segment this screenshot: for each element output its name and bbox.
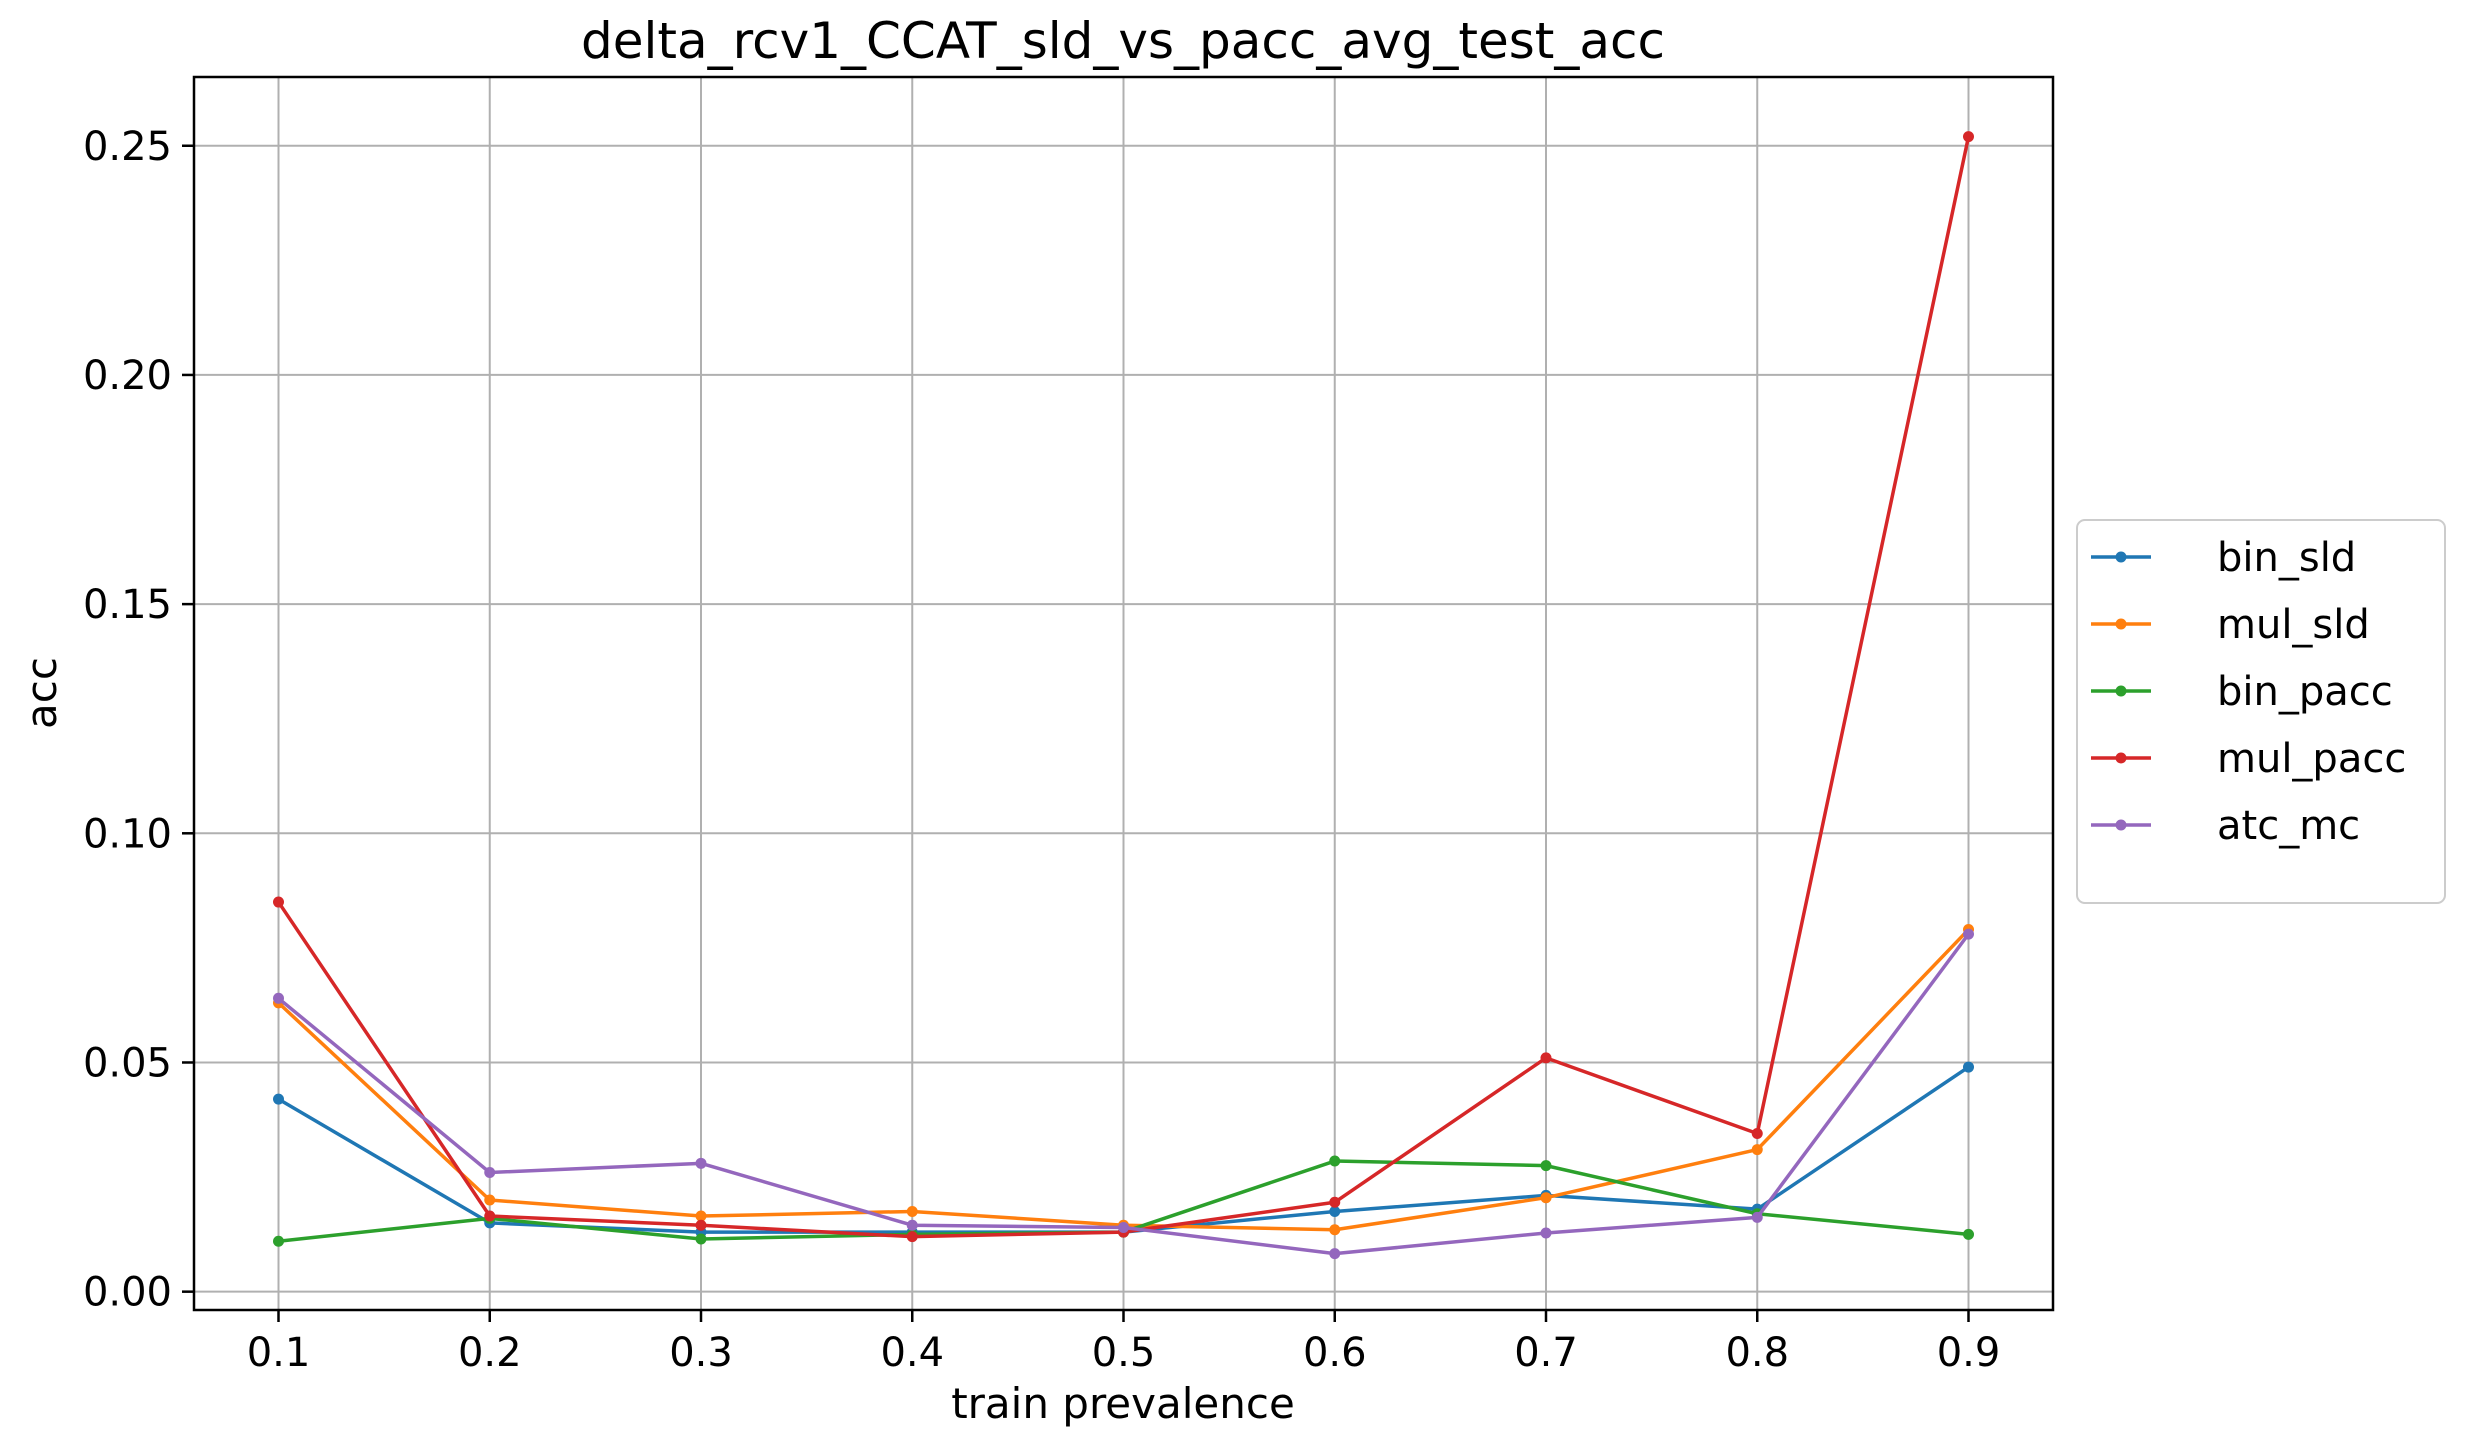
legend-label: bin_pacc [2217, 669, 2393, 715]
x-tick-label: 0.7 [1514, 1330, 1578, 1376]
chart-title: delta_rcv1_CCAT_sld_vs_pacc_avg_test_acc [581, 12, 1665, 70]
data-point [273, 1235, 284, 1247]
legend-item-mul_pacc: mul_pacc [2091, 736, 2406, 782]
data-point [1329, 1224, 1341, 1236]
y-tick-label: 0.05 [83, 1040, 172, 1086]
legend-label: bin_sld [2217, 535, 2356, 581]
data-point [1751, 1144, 1763, 1156]
data-point [906, 1219, 918, 1231]
y-tick-label: 0.20 [83, 353, 172, 399]
x-tick-label: 0.9 [1937, 1330, 2001, 1376]
legend-swatch-marker [2115, 618, 2127, 630]
y-tick-label: 0.25 [83, 124, 172, 170]
axis-ticks: 0.1 0.2 0.3 0.4 0.5 0.6 0.7 0.8 0.9 0.00 0.05 0.10 0… [83, 124, 2000, 1376]
x-tick-label: 0.1 [247, 1330, 311, 1376]
data-point [1963, 928, 1974, 940]
legend-box [2076, 519, 2446, 904]
data-point [1540, 1052, 1552, 1064]
x-tick-label: 0.6 [1303, 1330, 1367, 1376]
data-point [1540, 1192, 1552, 1204]
legend-swatch-marker [2115, 551, 2127, 563]
data-point [1751, 1211, 1763, 1223]
data-point [1963, 1228, 1974, 1240]
data-point [1540, 1160, 1552, 1172]
x-axis-label: train prevalence [951, 1379, 1295, 1428]
data-point [1751, 1128, 1763, 1140]
y-axis-label: acc [17, 657, 66, 729]
x-tick-label: 0.3 [669, 1330, 733, 1376]
data-point [1963, 131, 1974, 143]
grid [194, 77, 2053, 1310]
legend-label: mul_sld [2217, 602, 2370, 648]
y-tick-label: 0.15 [83, 582, 172, 628]
data-point [273, 896, 284, 908]
data-point [484, 1194, 496, 1206]
x-tick-label: 0.4 [880, 1330, 944, 1376]
legend-item-atc_mc: atc_mc [2091, 803, 2360, 849]
legend-label: mul_pacc [2217, 736, 2406, 782]
data-point [1963, 1061, 1974, 1073]
legend-item-bin_pacc: bin_pacc [2091, 669, 2393, 715]
data-point [1329, 1196, 1341, 1208]
data-point [273, 1093, 284, 1105]
data-point [1329, 1205, 1341, 1217]
data-point [695, 1233, 707, 1245]
x-tick-label: 0.2 [458, 1330, 522, 1376]
data-point [484, 1166, 496, 1178]
data-point [1540, 1227, 1552, 1239]
legend-swatch-marker [2115, 819, 2127, 831]
legend-item-bin_sld: bin_sld [2091, 535, 2356, 581]
data-point [1329, 1248, 1341, 1260]
data-point [906, 1231, 918, 1243]
legend-item-mul_sld: mul_sld [2091, 602, 2370, 648]
legend-label: atc_mc [2217, 803, 2360, 849]
series-atc_mc [273, 928, 1974, 1260]
series-lines [273, 131, 1974, 1260]
legend: bin_sld mul_sld bin_pacc mul_pacc atc_mc [2076, 519, 2446, 904]
x-tick-label: 0.8 [1725, 1330, 1789, 1376]
legend-swatch-marker [2115, 752, 2127, 764]
data-point [1118, 1221, 1129, 1233]
data-point [484, 1210, 496, 1222]
data-point [695, 1210, 707, 1222]
data-point [906, 1205, 918, 1217]
data-point [1329, 1155, 1341, 1167]
data-point [273, 992, 284, 1004]
y-tick-label: 0.10 [83, 811, 172, 857]
y-tick-label: 0.00 [83, 1270, 172, 1316]
x-tick-label: 0.5 [1092, 1330, 1156, 1376]
data-point [695, 1157, 707, 1169]
legend-swatch-marker [2115, 685, 2127, 697]
data-point [695, 1219, 707, 1231]
